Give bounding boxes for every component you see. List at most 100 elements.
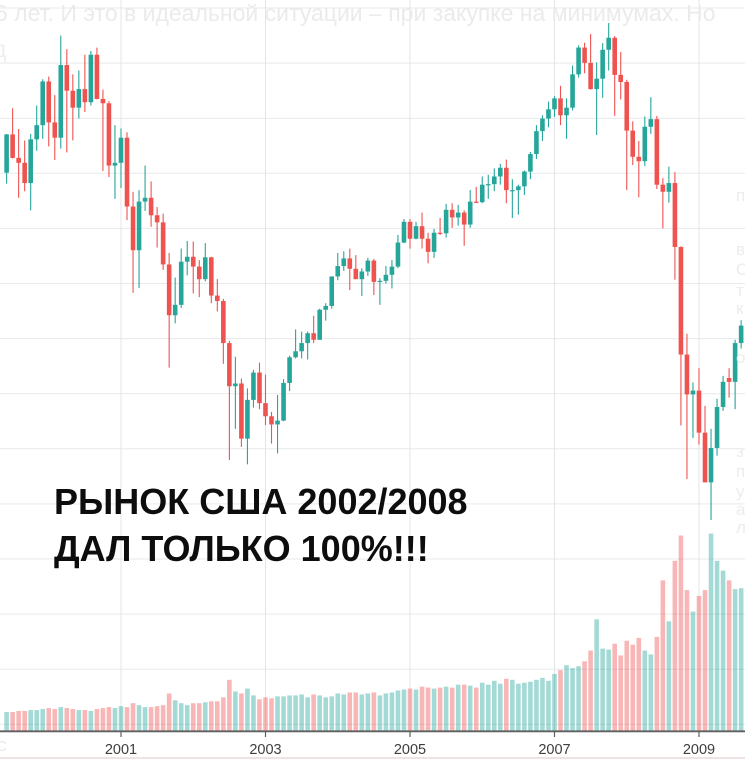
candle-body <box>642 126 648 162</box>
volume-bar <box>576 666 581 731</box>
volume-bar <box>479 682 485 731</box>
volume-bar <box>672 560 678 731</box>
volume-bar <box>299 694 304 731</box>
candle-body <box>160 222 166 265</box>
candle-body <box>714 406 720 448</box>
volume-bar <box>714 560 720 731</box>
cropped-letter-right: у <box>736 482 745 501</box>
volume-bar <box>257 699 262 731</box>
volume-bar <box>498 683 503 731</box>
volume-bar <box>190 703 196 731</box>
volume-bar <box>4 711 9 731</box>
volume-bar <box>178 703 184 731</box>
volume-bar <box>130 703 136 731</box>
volume-bar <box>516 683 521 731</box>
volume-bar <box>510 679 515 731</box>
candle-body <box>449 209 455 218</box>
candle-body <box>546 109 551 119</box>
candle-body <box>275 420 280 425</box>
candle-body <box>239 383 244 439</box>
candle-body <box>654 119 660 185</box>
candle-body <box>118 137 124 163</box>
volume-bar <box>365 693 371 731</box>
candle-body <box>184 256 190 262</box>
volume-bar <box>40 709 46 731</box>
overlay-caption-line1: РЫНОК США 2002/2008 <box>54 481 468 522</box>
candle-body <box>678 246 684 355</box>
candle-body <box>106 103 112 166</box>
candle-body <box>329 276 335 306</box>
volume-bar <box>94 709 100 731</box>
candle-body <box>112 162 118 166</box>
candle-body <box>317 309 322 340</box>
volume-bar <box>558 670 563 731</box>
cropped-letter-right: а <box>736 500 745 519</box>
volume-bar <box>202 702 208 731</box>
volume-bar <box>455 684 461 731</box>
volume-bar <box>582 661 587 731</box>
candle-body <box>407 221 413 239</box>
volume-bar <box>287 695 292 731</box>
candle-body <box>522 171 527 187</box>
volume-bar <box>702 590 708 731</box>
candle-body <box>564 107 569 116</box>
volume-bar <box>642 650 648 731</box>
candle-body <box>510 190 515 192</box>
candle-body <box>293 351 298 358</box>
volume-bar <box>52 709 58 731</box>
candle-body <box>215 295 220 302</box>
candle-body <box>130 206 136 251</box>
volume-bar <box>88 711 94 731</box>
candle-body <box>690 390 696 395</box>
candle-body <box>636 156 642 162</box>
candle-body <box>190 256 196 267</box>
volume-bar <box>251 695 256 731</box>
candle-body <box>323 305 329 310</box>
volume-bar <box>594 619 599 731</box>
volume-bar <box>437 687 443 731</box>
candle-body <box>498 167 503 177</box>
candle-body <box>419 226 425 239</box>
volume-bar <box>28 710 33 731</box>
volume-bar <box>245 688 250 731</box>
volume-bar <box>329 696 335 731</box>
candle-body <box>594 78 599 90</box>
volume-bar <box>64 708 70 731</box>
volume-bar <box>564 665 569 731</box>
volume-bar <box>588 650 593 731</box>
candle-body <box>281 382 286 421</box>
candle-body <box>648 119 654 127</box>
candle-body <box>582 47 587 63</box>
cropped-letter-right: п <box>736 462 745 481</box>
volume-bar <box>606 649 611 731</box>
volume-bar <box>636 637 642 731</box>
volume-bar <box>142 707 148 731</box>
candle-body <box>437 232 443 234</box>
candle-body <box>684 354 690 395</box>
candle-body <box>46 81 52 123</box>
volume-bar <box>389 692 395 731</box>
candle-body <box>389 266 395 275</box>
volume-bar <box>136 705 142 731</box>
candle-body <box>413 226 419 239</box>
candle-body <box>299 343 304 352</box>
volume-bar <box>654 636 660 731</box>
volume-bar <box>720 570 726 731</box>
volume-bar <box>504 678 509 731</box>
volume-bar <box>696 595 702 731</box>
volume-bar <box>485 684 491 731</box>
volume-bar <box>148 707 154 731</box>
candle-body <box>233 383 238 387</box>
candle-body <box>738 325 744 344</box>
candle-body <box>540 118 545 132</box>
volume-bar <box>10 711 15 731</box>
candle-body <box>269 416 274 425</box>
candle-body <box>696 390 702 433</box>
volume-bar <box>22 711 27 731</box>
candle-body <box>431 232 437 252</box>
volume-bar <box>407 688 413 731</box>
candle-body <box>311 333 316 340</box>
candle-body <box>76 89 82 108</box>
volume-bar <box>233 691 238 731</box>
volume-bar <box>726 580 732 731</box>
